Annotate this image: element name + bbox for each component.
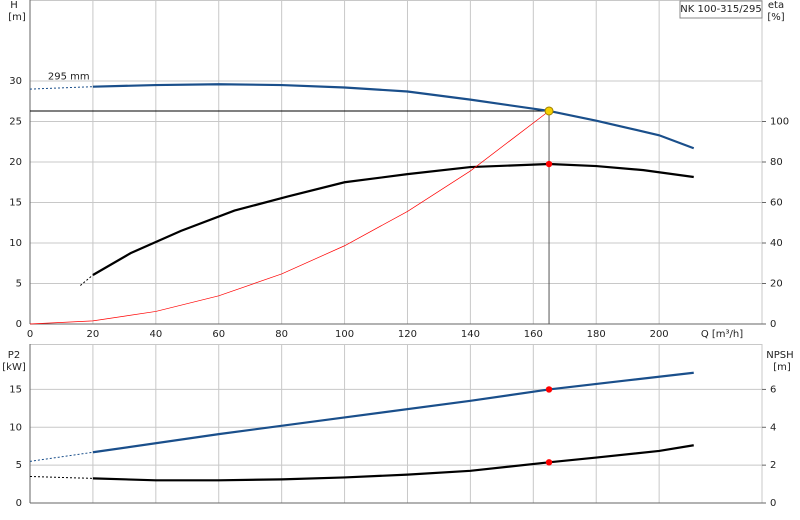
x-tick-label: 100 — [335, 329, 354, 340]
curve — [29, 110, 550, 325]
y-unit: [m] — [8, 12, 26, 23]
y-label: H — [10, 0, 18, 11]
y-tick-label: 20 — [9, 157, 22, 168]
x-label: Q [m³/h] — [701, 329, 743, 340]
curve — [29, 451, 93, 462]
y2-tick-label: 80 — [770, 157, 783, 168]
y2-unit: [%] — [767, 12, 784, 23]
x-tick-label: 120 — [398, 329, 417, 340]
y2-tick-label: 60 — [770, 198, 783, 209]
y-tick-label: 5 — [16, 279, 22, 290]
y-tick-label: 15 — [9, 198, 22, 209]
y2-unit: [m] — [773, 362, 791, 373]
y2-tick-label: 0 — [770, 498, 776, 509]
curve — [92, 444, 694, 482]
y2-tick-label: 0 — [770, 319, 776, 330]
y-label: P2 — [8, 350, 20, 361]
x-tick-label: 40 — [149, 329, 162, 340]
y-tick-label: 25 — [9, 117, 22, 128]
y-tick-label: 10 — [9, 422, 22, 433]
y2-label: eta — [768, 0, 784, 11]
chart-title: NK 100-315/295 — [680, 4, 761, 15]
y2-tick-label: 6 — [770, 384, 776, 395]
y-tick-label: 0 — [16, 319, 22, 330]
x-tick-label: 200 — [650, 329, 669, 340]
x-tick-label: 80 — [275, 329, 288, 340]
x-tick-label: 140 — [461, 329, 480, 340]
curve — [92, 83, 695, 150]
x-tick-label: 180 — [587, 329, 606, 340]
x-tick-label: 60 — [212, 329, 225, 340]
y2-label: NPSH — [766, 350, 793, 361]
curve — [92, 371, 694, 454]
y-unit: [kW] — [2, 362, 26, 373]
y-tick-label: 0 — [16, 498, 22, 509]
marker — [545, 160, 553, 168]
y-tick-label: 15 — [9, 384, 22, 395]
y2-tick-label: 20 — [770, 279, 783, 290]
y-tick-label: 30 — [9, 76, 22, 87]
y2-tick-label: 2 — [770, 460, 776, 471]
x-tick-label: 0 — [27, 329, 33, 340]
y2-tick-label: 4 — [770, 422, 776, 433]
y2-tick-label: 100 — [770, 117, 789, 128]
y-tick-label: 10 — [9, 238, 22, 249]
y2-tick-label: 40 — [770, 238, 783, 249]
y-tick-label: 5 — [16, 460, 22, 471]
curve — [29, 476, 93, 479]
marker — [545, 386, 553, 393]
marker — [545, 459, 553, 466]
curve — [80, 274, 94, 286]
duty-point — [544, 106, 554, 116]
title-box — [679, 0, 763, 19]
x-tick-label: 20 — [87, 329, 100, 340]
curve — [92, 162, 694, 276]
curve-label: 295 mm — [48, 72, 90, 83]
x-tick-label: 160 — [524, 329, 543, 340]
curve — [29, 86, 93, 90]
